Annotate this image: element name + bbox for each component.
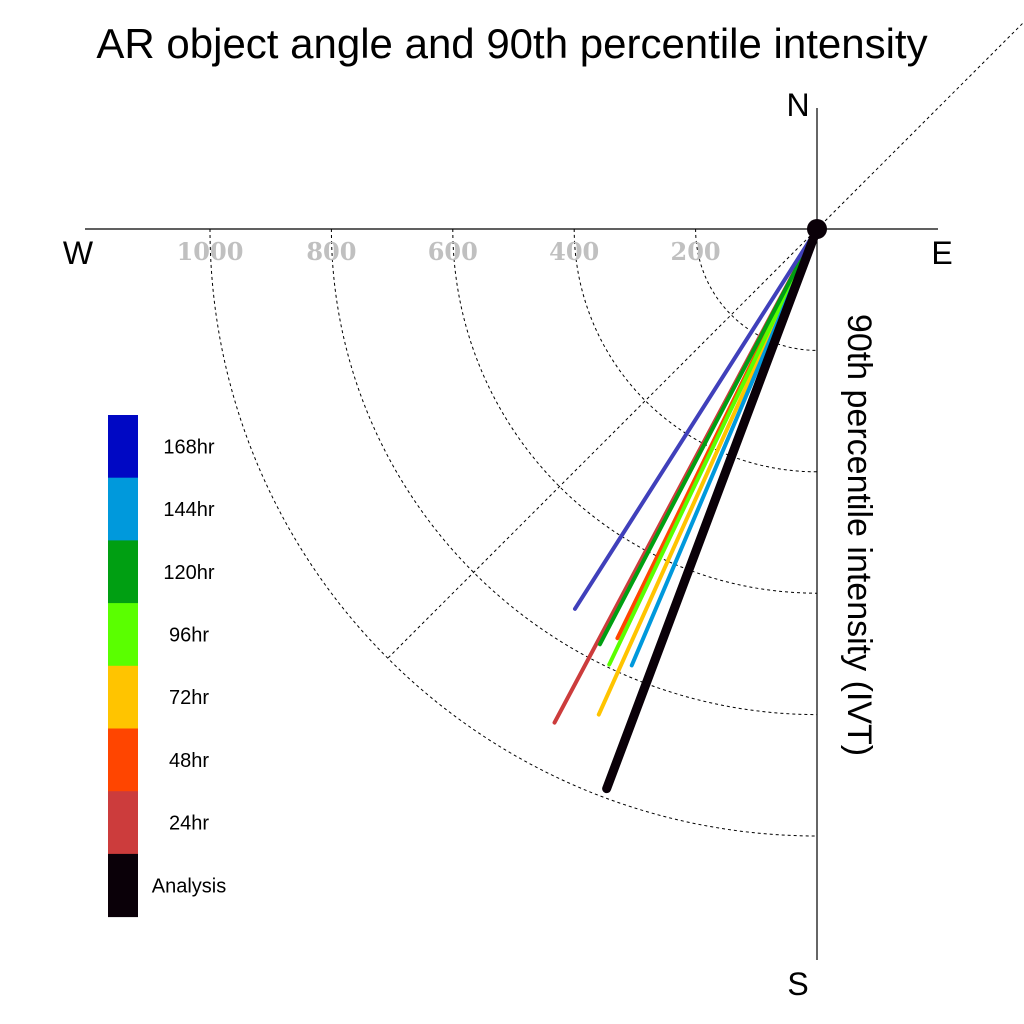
legend-label: 72hr — [169, 687, 209, 709]
grid-circle — [452, 228, 818, 594]
diagonal-guide — [387, 21, 1024, 659]
legend-label: 144hr — [163, 499, 214, 521]
chart-title: AR object angle and 90th percentile inte… — [96, 20, 927, 67]
legend-label: 24hr — [169, 813, 209, 835]
legend-label: 96hr — [169, 624, 209, 646]
legend-label: 48hr — [169, 750, 209, 772]
grid-circle — [695, 228, 818, 351]
compass-south-label: S — [787, 966, 808, 1002]
legend-swatch — [108, 415, 138, 479]
vector-series — [552, 224, 822, 794]
series-vector-analysis — [602, 224, 822, 794]
compass-west-label: W — [63, 235, 94, 271]
grid-circle — [330, 228, 818, 716]
legend-swatch — [108, 728, 138, 792]
radial-tick-labels: 1000 800 600 400 200 — [177, 237, 721, 266]
compass-north-label: N — [786, 87, 809, 123]
legend-swatch — [108, 540, 138, 604]
radial-axis-label: 90th percentile intensity (IVT) — [840, 314, 878, 756]
grid — [209, 21, 1024, 837]
legend-swatch — [108, 791, 138, 855]
legend: 168hr 144hr 120hr 96hr 72hr 48hr 24hr Analysis — [108, 415, 226, 918]
legend-label: 120hr — [163, 562, 214, 584]
legend-label: Analysis — [152, 875, 226, 897]
radial-tick-label: 1000 — [177, 237, 244, 266]
radial-tick-label: 400 — [549, 237, 599, 266]
radial-tick-label: 200 — [671, 237, 721, 266]
legend-swatch — [108, 603, 138, 667]
series-vector-120hr — [597, 227, 819, 647]
radial-tick-label: 600 — [428, 237, 478, 266]
legend-label: 168hr — [163, 436, 214, 458]
radial-tick-label: 800 — [306, 237, 356, 266]
series-vector-168hr — [573, 227, 819, 611]
origin-dot — [807, 219, 827, 239]
grid-circle — [209, 228, 818, 837]
series-vector-96hr — [607, 227, 819, 667]
compass-east-label: E — [931, 235, 952, 271]
legend-swatch — [108, 665, 138, 729]
legend-swatch — [108, 477, 138, 541]
grid-circle — [573, 228, 818, 473]
legend-swatch — [108, 853, 138, 918]
